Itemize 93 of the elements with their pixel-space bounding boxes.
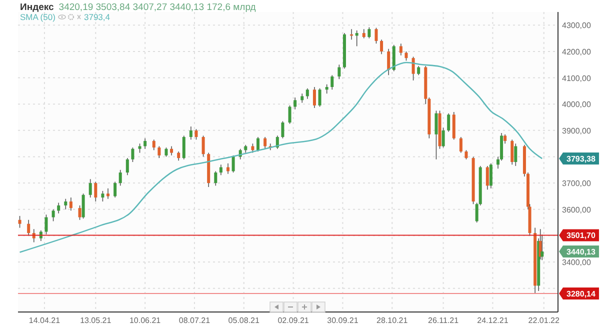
- x-tick-label: 24.12.21: [477, 316, 509, 325]
- text: SMA (50): [20, 12, 56, 22]
- candlestick: [404, 51, 408, 62]
- candlestick: [362, 28, 366, 39]
- candlestick: [152, 139, 156, 151]
- annotation: 3440,13: [566, 247, 596, 256]
- candlestick: [88, 178, 92, 198]
- x-tick-label: 26.11.21: [428, 316, 460, 325]
- candlestick: [374, 27, 378, 44]
- ref-line-label: 3501,70: [566, 231, 596, 240]
- candlestick: [412, 56, 415, 81]
- y-tick-label: 3400,00: [562, 258, 592, 267]
- candlestick: [325, 84, 328, 94]
- candlestick: [281, 120, 284, 139]
- x-tick-label: 14.04.21: [28, 316, 61, 325]
- y-tick-label: 4300,00: [562, 21, 592, 30]
- candlestick: [417, 66, 420, 76]
- candlestick: [78, 205, 82, 220]
- candlestick: [434, 110, 438, 160]
- candlestick: [131, 147, 134, 162]
- x-tick-label: 10.06.21: [129, 316, 162, 325]
- candlestick: [202, 135, 205, 158]
- candlestick: [447, 112, 450, 132]
- candlestick: [294, 97, 297, 110]
- candlestick: [82, 193, 85, 219]
- candlestick: [355, 30, 358, 47]
- y-tick-label: 4000,00: [562, 100, 592, 110]
- candlestick: [288, 105, 292, 124]
- annotation: 3793,38: [566, 154, 596, 164]
- candlestick: [118, 169, 122, 186]
- candlestick: [387, 48, 390, 76]
- candlestick: [18, 216, 22, 228]
- candlestick: [64, 198, 68, 210]
- candlestick: [158, 146, 161, 158]
- candlestick: [189, 126, 192, 140]
- y-tick-label: 4200,00: [562, 47, 592, 56]
- candlestick: [182, 135, 186, 160]
- annotation: 3793,4: [84, 12, 110, 22]
- candlestick: [318, 88, 322, 108]
- candlestick: [27, 219, 30, 236]
- x-tick-label: 05.08.21: [228, 316, 260, 325]
- candlestick: [452, 112, 456, 140]
- candlestick: [489, 162, 492, 189]
- candlestick: [368, 26, 371, 39]
- candlestick: [459, 136, 462, 154]
- candlestick: [380, 39, 384, 55]
- x-tick-label: 13.05.21: [80, 316, 112, 325]
- y-tick-label: 3600,00: [562, 205, 592, 214]
- candlestick: [69, 197, 72, 212]
- candlestick: [504, 134, 507, 144]
- candlestick: [219, 164, 222, 176]
- y-tick-label: 3900,00: [562, 126, 592, 136]
- candlestick: [106, 188, 110, 200]
- x-tick-label: 22.01.22: [528, 316, 560, 325]
- candlestick: [144, 138, 147, 150]
- x-tick-label: 30.09.21: [327, 316, 359, 325]
- candlestick: [251, 143, 254, 154]
- candlestick: [256, 136, 260, 152]
- candlestick: [44, 214, 48, 235]
- candlestick: [52, 208, 55, 222]
- annotation: 3420,19 3503,84 3407,27 3440,13 172,6 млрд: [58, 2, 256, 13]
- chart-title: Индекс: [20, 2, 54, 13]
- line-series: [19, 62, 543, 253]
- candlestick: [510, 139, 514, 166]
- candlestick: [306, 88, 309, 100]
- candlestick: [138, 143, 142, 154]
- candlestick: [514, 143, 518, 166]
- candlestick: [126, 158, 129, 176]
- candlestick: [177, 151, 180, 162]
- x-tick-label: 02.09.21: [278, 316, 310, 325]
- y-tick-label: 3700,00: [562, 179, 592, 188]
- candlestick: [312, 86, 316, 108]
- candlestick: [214, 170, 218, 186]
- candlestick: [464, 150, 468, 160]
- candlestick: [57, 202, 60, 214]
- candlestick: [94, 181, 98, 202]
- candlestick: [114, 181, 117, 198]
- candlestick: [264, 136, 267, 150]
- candlestick: [164, 147, 168, 158]
- y-tick-label: 4100,00: [562, 74, 592, 83]
- candlestick: [399, 43, 402, 56]
- candlestick: [194, 128, 198, 140]
- candlestick: [392, 44, 396, 72]
- candlestick: [442, 127, 445, 148]
- candlestick: [330, 74, 334, 90]
- candlestick: [101, 190, 104, 202]
- x-tick-label: 28.10.21: [376, 316, 408, 325]
- candlestick: [338, 64, 341, 80]
- candlestick: [300, 93, 304, 104]
- candlestick: [486, 166, 489, 190]
- ref-line-label: 3280,14: [566, 290, 596, 299]
- x-tick-label: 08.07.21: [178, 316, 211, 325]
- candlestick: [170, 146, 174, 156]
